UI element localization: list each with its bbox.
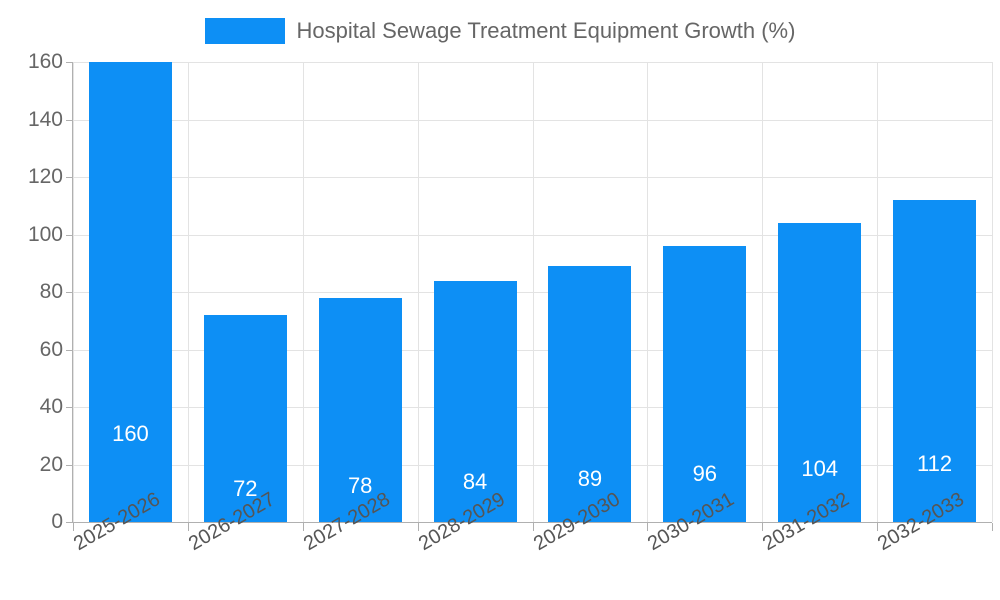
y-axis-tick-mark [66, 349, 73, 351]
gridline-horizontal [73, 464, 992, 466]
bar[interactable]: 84 [433, 280, 517, 522]
bar[interactable]: 96 [663, 246, 747, 522]
y-axis-tick-label: 80 [39, 280, 63, 303]
gridline-vertical [992, 62, 993, 522]
x-axis-tick-mark [303, 523, 304, 531]
x-axis-tick-mark [73, 523, 74, 531]
legend-label: Hospital Sewage Treatment Equipment Grow… [296, 18, 796, 43]
gridline-horizontal [73, 62, 992, 63]
bar[interactable]: 89 [548, 266, 632, 522]
x-axis-tick-mark [418, 523, 419, 531]
bar[interactable]: 72 [203, 315, 287, 522]
gridline-vertical [762, 62, 763, 522]
y-axis-tick-mark [66, 464, 73, 466]
y-axis-tick-label: 120 [27, 165, 63, 188]
gridline-vertical [303, 62, 304, 522]
y-axis-tick-mark [66, 177, 73, 178]
y-axis-tick-label: 140 [27, 107, 63, 131]
y-axis-tick-label: 40 [39, 395, 63, 418]
gridline-vertical [533, 62, 534, 522]
y-axis-tick-label: 100 [27, 222, 63, 246]
chart-legend: Hospital Sewage Treatment Equipment Grow… [0, 14, 1000, 48]
y-axis-tick-mark [66, 62, 73, 63]
plot-area: 160 72 78 84 89 96 104 112 [73, 62, 993, 523]
x-axis-tick-mark [992, 523, 993, 531]
bar[interactable]: 78 [318, 297, 402, 522]
legend-color-swatch [204, 18, 285, 44]
gridline-vertical [877, 62, 878, 522]
y-axis-tick-mark [66, 292, 73, 293]
gridline-horizontal [73, 407, 992, 408]
gridline-vertical [418, 62, 419, 522]
bar-value-label: 112 [917, 451, 953, 477]
x-axis-tick-mark [188, 523, 189, 531]
gridline-vertical [73, 62, 74, 522]
x-axis-line [73, 522, 992, 523]
x-axis-tick-mark [877, 523, 878, 531]
bar-value-label: 84 [462, 468, 488, 494]
y-axis-tick-mark [66, 407, 73, 408]
gridline-vertical [647, 62, 648, 522]
bar[interactable]: 112 [893, 200, 977, 522]
bar[interactable]: 160 [88, 62, 172, 522]
y-axis-tick-mark [66, 119, 73, 121]
bar-value-label: 89 [577, 465, 603, 491]
bar-value-label: 78 [347, 472, 373, 498]
gridline-horizontal [73, 119, 992, 121]
bar-value-label: 96 [692, 461, 718, 487]
x-axis-tick-mark [647, 523, 648, 531]
bar-value-label: 160 [112, 420, 149, 446]
bar-value-label: 104 [801, 456, 839, 482]
bar[interactable]: 104 [778, 223, 862, 522]
y-axis-tick-label: 60 [39, 337, 63, 361]
x-axis-tick-mark [762, 523, 763, 531]
gridline-horizontal [73, 177, 992, 178]
gridline-horizontal [73, 292, 992, 293]
y-axis-tick-label: 160 [27, 50, 63, 73]
gridline-vertical [188, 62, 189, 522]
y-axis-tick-mark [66, 522, 73, 523]
y-axis-tick-mark [66, 234, 73, 236]
gridline-horizontal [73, 234, 992, 236]
x-axis-tick-mark [533, 523, 534, 531]
gridline-horizontal [73, 349, 992, 351]
y-axis-tick-label: 0 [51, 510, 63, 533]
y-axis-tick-label: 20 [39, 452, 63, 476]
